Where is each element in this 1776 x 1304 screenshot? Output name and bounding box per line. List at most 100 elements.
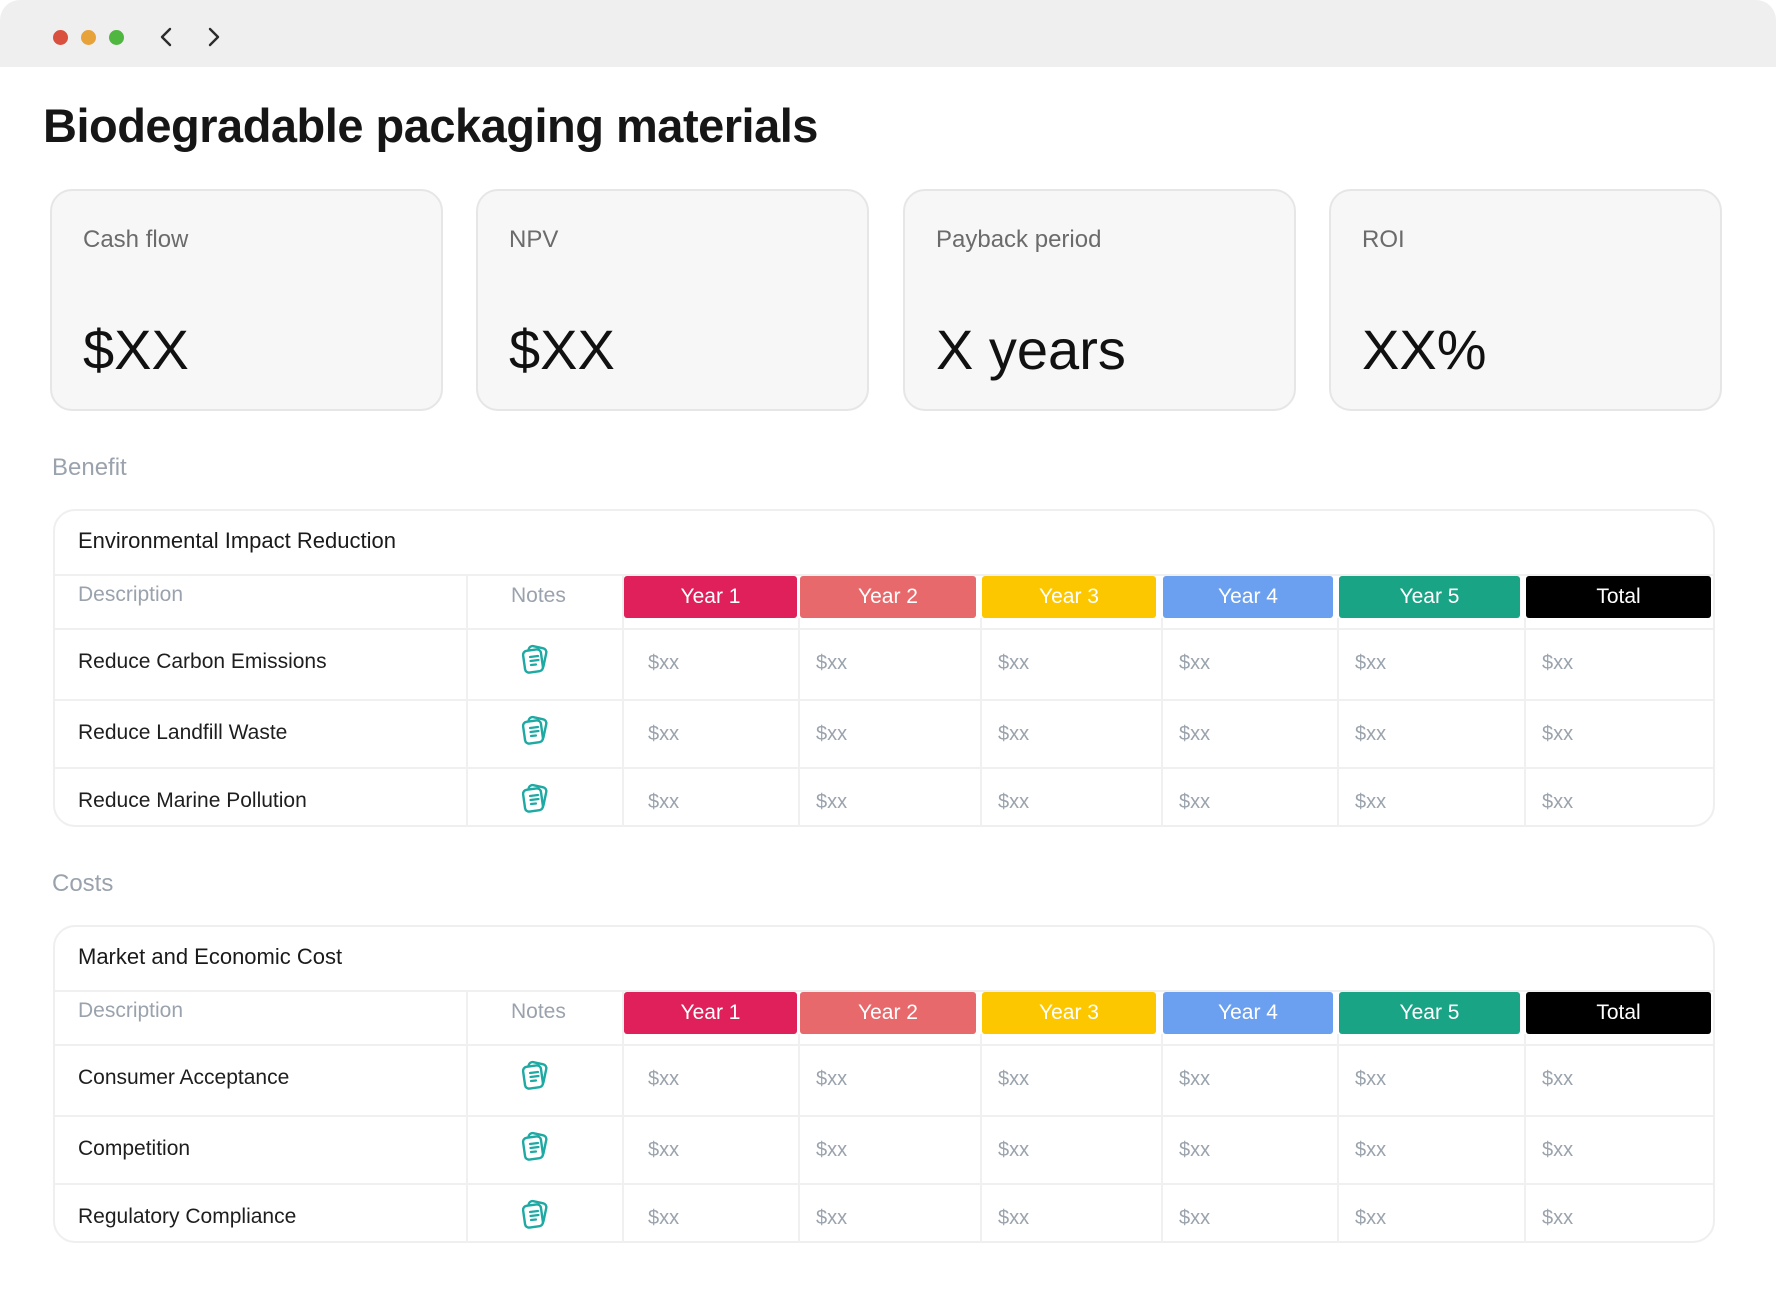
divider (798, 618, 800, 827)
column-header-label: Year 3 (1039, 1001, 1099, 1024)
notes-icon[interactable] (518, 642, 552, 676)
column-header-label: Year 1 (680, 1001, 741, 1024)
column-header-year-1: Year 1 (624, 992, 797, 1034)
minimize-window-button[interactable] (81, 30, 96, 45)
table-cell[interactable]: $xx (998, 791, 1030, 813)
column-header-label: Year 2 (858, 585, 918, 608)
column-header-total: Total (1526, 992, 1711, 1034)
notes-icon[interactable] (518, 1129, 552, 1163)
column-header-label: Total (1596, 585, 1641, 608)
row-description: Reduce Carbon Emissions (78, 650, 327, 673)
table-cell[interactable]: $xx (648, 652, 680, 674)
table-cell[interactable]: $xx (1542, 1139, 1574, 1161)
table-cell[interactable]: $xx (1179, 723, 1211, 745)
table-cell[interactable]: $xx (816, 1207, 848, 1229)
table-cell[interactable]: $xx (1179, 1207, 1211, 1229)
row-description: Reduce Landfill Waste (78, 721, 288, 744)
table-cell[interactable]: $xx (648, 1139, 680, 1161)
table-cell[interactable]: $xx (816, 1068, 848, 1090)
table-row[interactable]: Reduce Carbon Emissions $xx $xx $xx $xx $xx $x… (55, 630, 1713, 696)
kpi-value: $XX (83, 318, 189, 381)
table-cell[interactable]: $xx (1179, 1068, 1211, 1090)
divider (55, 767, 1713, 769)
column-header-year-2: Year 2 (800, 576, 976, 618)
table-cell[interactable]: $xx (648, 791, 680, 813)
close-window-button[interactable] (53, 30, 68, 45)
table-cell[interactable]: $xx (998, 723, 1030, 745)
notes-icon[interactable] (518, 1058, 552, 1092)
table-cell[interactable]: $xx (816, 652, 848, 674)
maximize-window-button[interactable] (109, 30, 124, 45)
table-cell[interactable]: $xx (648, 723, 680, 745)
divider (55, 990, 1713, 992)
column-header-description: Description (78, 583, 184, 606)
table-row[interactable]: Regulatory Compliance $xx $xx $xx $xx $xx $xx (55, 1185, 1713, 1251)
column-header-year-5: Year 5 (1339, 992, 1520, 1034)
divider (1337, 1034, 1339, 1243)
divider (55, 574, 1713, 576)
kpi-label: Cash flow (83, 226, 189, 253)
table-cell[interactable]: $xx (1179, 791, 1211, 813)
kpi-value: XX% (1362, 318, 1487, 381)
column-header-year-5: Year 5 (1339, 576, 1520, 618)
notes-icon[interactable] (518, 713, 552, 747)
table-cell[interactable]: $xx (1542, 1068, 1574, 1090)
row-description: Reduce Marine Pollution (78, 789, 307, 812)
table-cell[interactable]: $xx (1179, 652, 1211, 674)
table-cell[interactable]: $xx (648, 1207, 680, 1229)
table-row[interactable]: Competition $xx $xx $xx $xx $xx $xx (55, 1117, 1713, 1183)
kpi-card-cash-flow: Cash flow $XX (50, 189, 443, 411)
column-header-label: Year 3 (1039, 585, 1099, 608)
divider (55, 1044, 1713, 1046)
notes-icon[interactable] (518, 1197, 552, 1231)
column-header-total: Total (1526, 576, 1711, 618)
divider (55, 628, 1713, 630)
table-cell[interactable]: $xx (998, 1139, 1030, 1161)
table-cell[interactable]: $xx (998, 652, 1030, 674)
table-row[interactable]: Reduce Marine Pollution $xx $xx $xx $xx $xx $x… (55, 769, 1713, 835)
table-cell[interactable]: $xx (816, 723, 848, 745)
table-cell[interactable]: $xx (1542, 652, 1574, 674)
divider (55, 699, 1713, 701)
table-cell[interactable]: $xx (998, 1068, 1030, 1090)
table-cell[interactable]: $xx (648, 1068, 680, 1090)
table-cell[interactable]: $xx (816, 1139, 848, 1161)
table-cell[interactable]: $xx (1179, 1139, 1211, 1161)
kpi-label: NPV (509, 226, 559, 253)
column-header-label: Year 4 (1218, 1001, 1278, 1024)
table-cell[interactable]: $xx (1355, 1207, 1387, 1229)
table-row[interactable]: Reduce Landfill Waste $xx $xx $xx $xx $xx $xx (55, 701, 1713, 767)
table-cell[interactable]: $xx (1355, 652, 1387, 674)
column-header-label: Year 1 (680, 585, 741, 608)
notes-icon[interactable] (518, 781, 552, 815)
table-row[interactable]: Consumer Acceptance $xx $xx $xx $xx $xx $xx (55, 1046, 1713, 1112)
table-cell[interactable]: $xx (1542, 1207, 1574, 1229)
column-header-year-4: Year 4 (1163, 992, 1333, 1034)
section-label-costs: Costs (52, 870, 114, 897)
divider (1161, 1034, 1163, 1243)
table-cell[interactable]: $xx (1355, 1139, 1387, 1161)
divider (1337, 618, 1339, 827)
kpi-label: Payback period (936, 226, 1102, 253)
kpi-value: $XX (509, 318, 615, 381)
column-header-description: Description (78, 999, 184, 1022)
column-header-label: Year 5 (1399, 1001, 1460, 1024)
chevron-left-icon[interactable] (152, 22, 182, 52)
table-cell[interactable]: $xx (1355, 1068, 1387, 1090)
column-header-label: Year 4 (1218, 585, 1278, 608)
table-cell[interactable]: $xx (816, 791, 848, 813)
column-header-label: Year 5 (1399, 585, 1460, 608)
table-card: Market and Economic Cost Description Notes… (53, 925, 1715, 1243)
table-cell[interactable]: $xx (1355, 723, 1387, 745)
divider (798, 1034, 800, 1243)
table-cell[interactable]: $xx (1355, 791, 1387, 813)
table-cell[interactable]: $xx (1542, 723, 1574, 745)
divider (980, 618, 982, 827)
column-header-year-1: Year 1 (624, 576, 797, 618)
table-cell[interactable]: $xx (998, 1207, 1030, 1229)
chevron-right-icon[interactable] (198, 22, 228, 52)
kpi-card-payback-period: Payback period X years (903, 189, 1296, 411)
kpi-label: ROI (1362, 226, 1405, 253)
table-cell[interactable]: $xx (1542, 791, 1574, 813)
divider (1524, 1034, 1526, 1243)
